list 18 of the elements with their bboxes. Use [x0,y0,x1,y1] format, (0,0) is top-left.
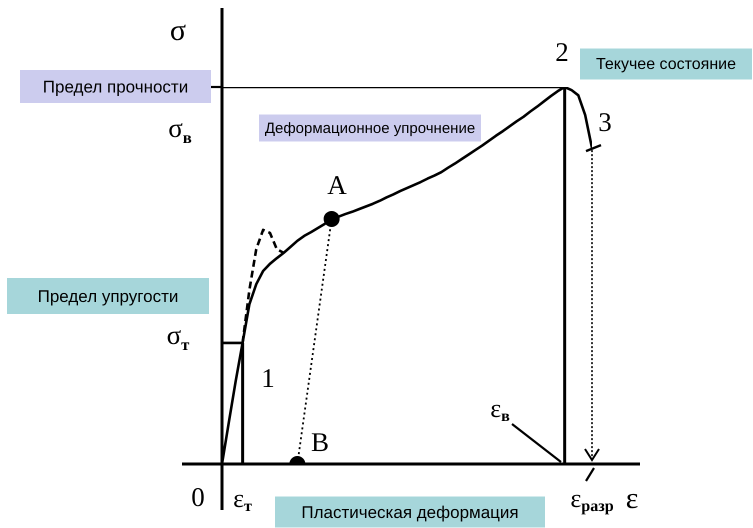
x-axis-title: ε [626,482,638,514]
text: 3 [598,107,612,137]
text: Предел упругости [38,286,178,306]
text: σ$_{т}$ [166,320,190,354]
text: Пластическая деформация [301,502,519,522]
text: Текучее состояние [596,56,736,72]
x-tick-label: ε$_{разр}$ [570,484,614,515]
y-axis-title: σ [170,14,186,46]
annotation: A [327,170,348,200]
annotation: 1 [261,363,275,393]
text: σ$_{в}$ [168,113,192,147]
annotation: Деформационное упрочнение [264,120,476,136]
text: 2 [555,37,569,67]
x-tick-label: ε$_{т}$ [233,484,252,515]
annotation: ε$_{в}$ [490,394,510,425]
annotation: B [310,427,330,457]
text: 0 [191,482,205,512]
text: Предел прочности [42,77,188,96]
